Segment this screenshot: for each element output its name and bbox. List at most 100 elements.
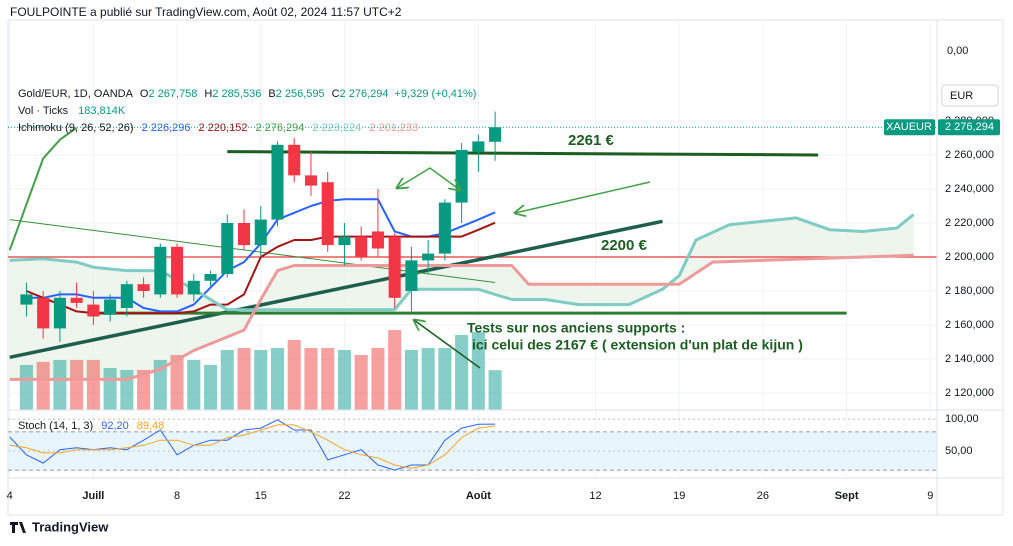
x-tick-label: 15 [255, 490, 267, 502]
arrow [414, 320, 481, 369]
y-tick-label: 2 220,000 [945, 217, 994, 229]
volume-bar [438, 348, 452, 410]
change: +9,329 (+0,41%) [394, 88, 476, 100]
price-tag-bg [938, 119, 1000, 136]
symbol-tag: XAUEUR [886, 121, 932, 133]
currency[interactable]: EUR [950, 90, 973, 102]
candle-body [405, 260, 418, 291]
volume-bar [187, 359, 201, 410]
annotation: 2261 € [568, 132, 615, 149]
legend: Gold/EUR, 1D, OANDA O2 267,758 H2 285,536 B… [18, 88, 476, 134]
volume-bar [421, 348, 435, 410]
candle-body [120, 284, 133, 308]
ichimoku-value: 2 276,294 [255, 122, 304, 134]
volume-bar [404, 349, 418, 410]
x-tick-label: Sept [835, 490, 859, 502]
stoch-value: 89,48 [137, 420, 165, 432]
stoch-band [8, 431, 937, 471]
stoch-line [9, 424, 496, 469]
volume-bar [53, 359, 67, 410]
candle-body [137, 284, 150, 291]
trend-line [227, 150, 819, 157]
volume-bar [354, 354, 368, 410]
y-tick-label: 2 180,000 [945, 285, 994, 297]
volume-bar [137, 369, 151, 410]
volume-bar [19, 364, 33, 410]
ohlc-value: 2 267,758 [148, 88, 197, 100]
candle-body [422, 253, 435, 261]
y-tick-label: 100,00 [945, 413, 979, 425]
candle-body [489, 127, 502, 142]
ohlc-key: B [268, 88, 275, 100]
candle-body [455, 149, 468, 203]
footer-logo: TradingView [10, 519, 109, 534]
volume-bar [321, 348, 335, 410]
candle-body [37, 297, 50, 329]
logo [10, 522, 26, 533]
candle-body [204, 273, 217, 281]
arrow [515, 181, 651, 213]
price-tag: 2 276,294 [945, 121, 994, 133]
volume-bar [86, 359, 100, 410]
ichimoku-line [9, 213, 915, 312]
ichimoku-line [9, 253, 914, 381]
y-tick-label: 2 120,000 [945, 387, 994, 399]
ohlc-key: H [204, 88, 212, 100]
frame [7, 19, 1004, 516]
y-tick-label: 2 240,000 [945, 183, 994, 195]
legend-row: Vol · Ticks 183,814K [18, 105, 126, 117]
published-by: FOULPOINTE a publié sur TradingView.com,… [10, 5, 402, 19]
currency-box[interactable] [941, 84, 999, 107]
volume-bar [471, 332, 485, 410]
volume-bar [371, 348, 385, 410]
symbol: Gold/EUR, 1D, OANDA [18, 88, 134, 100]
stoch-pane: 100,00 50,00 Stoch (14, 1, 3) 92,20 89,48 [8, 413, 979, 471]
candle-body [338, 236, 351, 246]
y-tick-label: 2 140,000 [945, 353, 994, 365]
volume-value: 183,814K [78, 105, 126, 117]
ichimoku-cloud [9, 214, 914, 380]
volume-scale-label: 0,00 [947, 45, 968, 57]
stoch-value: 92,20 [101, 420, 129, 432]
price-pane [8, 111, 937, 410]
ohlc-key: O [140, 88, 149, 100]
legend-row: Gold/EUR, 1D, OANDA O2 267,758 H2 285,536 B… [18, 88, 476, 100]
x-tick-label: 19 [673, 490, 685, 502]
volume-bar [254, 349, 268, 410]
x-tick-label: Juill [82, 490, 104, 502]
stoch-legend: Stoch (14, 1, 3) 92,20 89,48 [18, 420, 164, 432]
x-tick-label: Août [466, 490, 491, 502]
volume-bar [287, 340, 301, 410]
annotation: Tests sur nos anciens supports : [467, 320, 685, 336]
y-tick-label: 2 200,000 [945, 251, 994, 263]
candle-body [70, 297, 83, 303]
ohlc-value: 2 276,294 [340, 88, 389, 100]
stoch-name: Stoch (14, 1, 3) [18, 420, 93, 432]
candle-body [388, 236, 401, 298]
symbol-tag-bg [884, 119, 935, 136]
footer: TradingView [32, 519, 109, 534]
volume-bar [103, 367, 117, 410]
volume-bar [270, 348, 285, 410]
annotation: 2200 € [601, 237, 648, 254]
candle-body [221, 222, 234, 274]
candle-body [104, 299, 117, 315]
candle-body [237, 222, 251, 246]
volume-bar [337, 349, 351, 410]
volume-bar [304, 348, 318, 410]
y-tick-label: 2 160,000 [945, 319, 994, 331]
ichimoku-name: Ichimoku (9, 26, 52, 26) [18, 122, 134, 134]
x-tick-label: 26 [757, 490, 769, 502]
ohlc-key: C [332, 88, 340, 100]
volume-bar [170, 354, 184, 410]
candle-body [472, 141, 485, 152]
x-tick-label: 4 [7, 490, 13, 502]
x-tick-label: 12 [589, 490, 601, 502]
x-tick-label: 22 [338, 490, 350, 502]
volume-bar [488, 370, 502, 410]
candle-body [438, 202, 451, 254]
ohlc-value: 2 256,595 [276, 88, 325, 100]
x-tick-label: 9 [927, 490, 933, 502]
y-tick-label: 50,00 [945, 445, 973, 457]
candle-body [288, 144, 301, 176]
